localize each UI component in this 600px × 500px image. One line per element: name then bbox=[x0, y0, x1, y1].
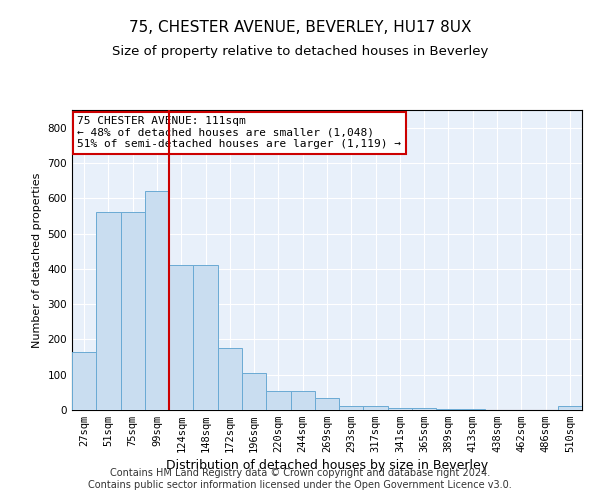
Bar bbox=[364, 406, 388, 410]
Y-axis label: Number of detached properties: Number of detached properties bbox=[32, 172, 42, 348]
Bar bbox=[290, 390, 315, 410]
Bar bbox=[558, 406, 582, 410]
Bar bbox=[315, 398, 339, 410]
Text: Size of property relative to detached houses in Beverley: Size of property relative to detached ho… bbox=[112, 45, 488, 58]
Bar bbox=[339, 406, 364, 410]
Bar bbox=[169, 266, 193, 410]
Text: 75 CHESTER AVENUE: 111sqm
← 48% of detached houses are smaller (1,048)
51% of se: 75 CHESTER AVENUE: 111sqm ← 48% of detac… bbox=[77, 116, 401, 149]
Bar bbox=[121, 212, 145, 410]
Text: Contains HM Land Registry data © Crown copyright and database right 2024.
Contai: Contains HM Land Registry data © Crown c… bbox=[88, 468, 512, 490]
Bar bbox=[266, 390, 290, 410]
Bar bbox=[96, 212, 121, 410]
Bar bbox=[412, 408, 436, 410]
Bar bbox=[388, 408, 412, 410]
Bar bbox=[72, 352, 96, 410]
Bar bbox=[193, 266, 218, 410]
Text: 75, CHESTER AVENUE, BEVERLEY, HU17 8UX: 75, CHESTER AVENUE, BEVERLEY, HU17 8UX bbox=[129, 20, 471, 35]
Bar bbox=[218, 348, 242, 410]
Bar bbox=[242, 373, 266, 410]
X-axis label: Distribution of detached houses by size in Beverley: Distribution of detached houses by size … bbox=[166, 460, 488, 472]
Bar bbox=[145, 191, 169, 410]
